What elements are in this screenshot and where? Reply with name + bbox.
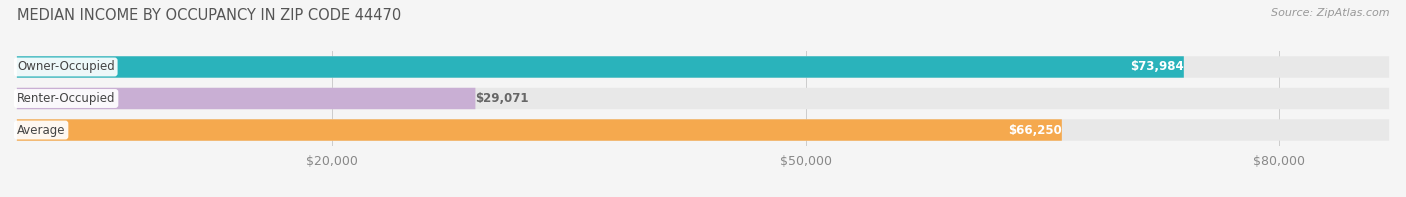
Text: $66,250: $66,250 [1008,124,1062,137]
FancyBboxPatch shape [17,88,475,109]
Text: $73,984: $73,984 [1130,60,1184,73]
FancyBboxPatch shape [17,56,1389,78]
Text: $29,071: $29,071 [475,92,529,105]
FancyBboxPatch shape [17,119,1389,141]
Text: Owner-Occupied: Owner-Occupied [17,60,115,73]
FancyBboxPatch shape [17,119,1062,141]
Text: Source: ZipAtlas.com: Source: ZipAtlas.com [1271,8,1389,18]
Text: MEDIAN INCOME BY OCCUPANCY IN ZIP CODE 44470: MEDIAN INCOME BY OCCUPANCY IN ZIP CODE 4… [17,8,401,23]
FancyBboxPatch shape [17,88,1389,109]
FancyBboxPatch shape [17,56,1184,78]
Text: Renter-Occupied: Renter-Occupied [17,92,115,105]
Text: Average: Average [17,124,66,137]
